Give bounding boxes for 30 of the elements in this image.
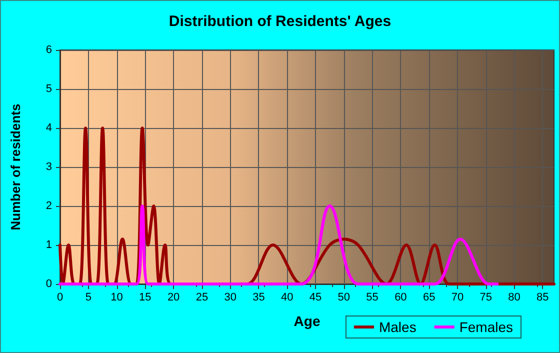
y-axis-title: Number of residents <box>8 104 23 230</box>
y-tick-label: 0 <box>46 278 52 290</box>
x-tick-label: 0 <box>56 292 64 304</box>
x-tick-label: 50 <box>338 292 350 304</box>
x-tick-label: 10 <box>110 292 123 304</box>
x-tick-label: 5 <box>85 292 92 304</box>
x-tick-label: 15 <box>139 292 152 304</box>
y-tick-label: 4 <box>46 122 52 134</box>
legend-label: Males <box>378 319 416 335</box>
x-tick-label: 20 <box>167 292 180 304</box>
x-tick-label: 25 <box>196 292 208 304</box>
y-tick-label: 1 <box>46 239 52 251</box>
x-tick-label: 60 <box>394 292 407 304</box>
y-tick-label: 3 <box>46 161 52 173</box>
y-tick-label: 2 <box>46 200 52 212</box>
x-tick-label: 85 <box>536 292 549 304</box>
y-tick-label: 6 <box>46 44 52 56</box>
x-tick-label: 30 <box>224 292 236 304</box>
x-tick-label: 45 <box>309 292 322 304</box>
x-tick-label: 70 <box>451 292 464 304</box>
x-tick-label: 75 <box>480 292 492 304</box>
y-tick-label: 5 <box>46 83 52 95</box>
x-tick-label: 40 <box>281 292 294 304</box>
x-axis-title: Age <box>294 313 320 329</box>
x-tick-label: 65 <box>422 292 436 304</box>
legend-label: Females <box>459 319 514 335</box>
chart-title: Distribution of Residents' Ages <box>168 13 392 30</box>
x-tick-label: 80 <box>508 292 520 304</box>
x-tick-label: 55 <box>366 292 378 304</box>
x-tick-label: 35 <box>252 292 265 304</box>
